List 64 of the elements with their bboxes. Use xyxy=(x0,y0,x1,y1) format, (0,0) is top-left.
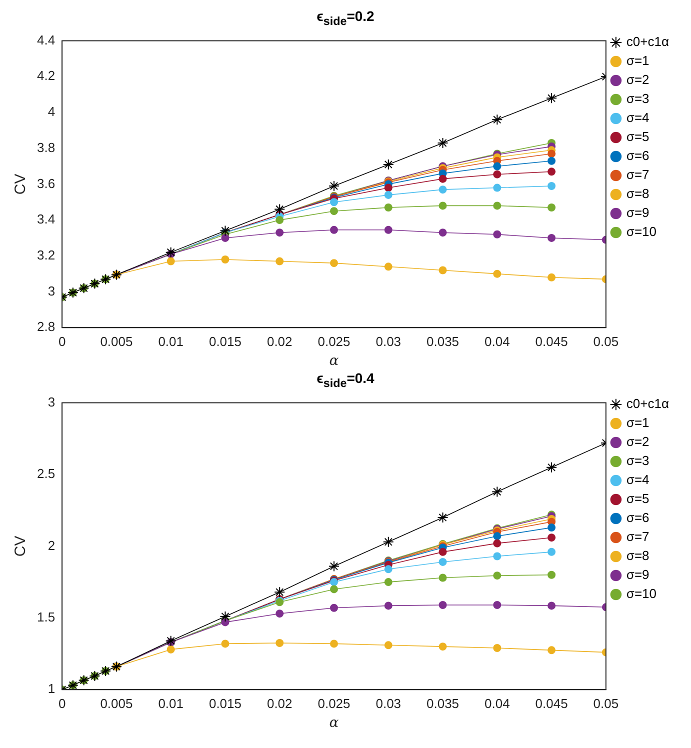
y-tick-label: 3.2 xyxy=(36,247,56,262)
legend-label: σ=3 xyxy=(626,91,650,106)
y-tick-label: 3.6 xyxy=(36,176,56,191)
y-tick-label: 4.2 xyxy=(36,68,56,84)
legend-label: c0+c1α xyxy=(626,396,670,412)
x-tick-label: 0.025 xyxy=(318,334,350,349)
legend-label: σ=2 xyxy=(626,72,650,88)
x-tick-label: 0.01 xyxy=(158,334,184,349)
legend-label: σ=8 xyxy=(626,186,650,202)
x-tick-label: 0.035 xyxy=(426,334,460,349)
legend-label: σ=5 xyxy=(626,491,650,506)
legend-label: σ=1 xyxy=(626,53,650,68)
y-axis-title: CV xyxy=(12,174,30,195)
legend-label: σ=9 xyxy=(626,567,650,582)
legend-label: σ=9 xyxy=(626,205,650,220)
legend-label: σ=8 xyxy=(626,548,650,564)
x-tick-label: 0.035 xyxy=(426,696,460,711)
y-tick-label: 4 xyxy=(48,104,56,120)
y-tick-label: 3.8 xyxy=(36,140,56,155)
x-tick-label: 0.045 xyxy=(535,696,568,711)
legend-label: σ=1 xyxy=(626,415,650,430)
x-tick-label: 0.025 xyxy=(318,696,350,711)
legend-label: σ=3 xyxy=(626,453,650,468)
y-tick-label: 3 xyxy=(48,283,56,298)
legend-label: σ=6 xyxy=(626,510,650,526)
x-tick-label: 0.05 xyxy=(593,334,619,349)
x-tick-label: 0.005 xyxy=(100,696,133,711)
x-tick-label: 0.05 xyxy=(593,696,619,711)
legend-label: c0+c1α xyxy=(626,34,670,50)
legend-label: σ=5 xyxy=(626,129,650,144)
x-tick-label: 0.015 xyxy=(208,334,242,349)
x-tick-label: 0.04 xyxy=(484,696,510,711)
legend-label: σ=10 xyxy=(626,586,657,602)
y-tick-label: 2.8 xyxy=(36,319,56,334)
legend-label: σ=10 xyxy=(626,224,657,240)
x-tick-label: 0.04 xyxy=(484,334,510,349)
y-tick-label: 1.5 xyxy=(36,609,56,624)
legend-label: σ=6 xyxy=(626,148,650,164)
y-tick-label: 1 xyxy=(48,681,56,696)
x-tick-label: 0.03 xyxy=(376,696,402,711)
x-tick-label: 0.03 xyxy=(376,334,402,349)
legend-label: σ=2 xyxy=(626,434,650,450)
chart-title: ϵ$_{side}$=0.2 xyxy=(316,8,376,30)
x-tick-label: 0.045 xyxy=(535,334,568,349)
x-tick-label: 0.005 xyxy=(100,334,133,349)
x-tick-label: 0.015 xyxy=(208,696,242,711)
x-tick-label: 0.01 xyxy=(158,696,184,711)
y-tick-label: 2.5 xyxy=(36,466,56,482)
y-tick-label: 4.4 xyxy=(36,32,56,48)
y-tick-label: 2 xyxy=(48,538,56,553)
x-axis-title: α xyxy=(329,715,340,732)
x-axis-title: α xyxy=(329,353,340,370)
legend-label: σ=4 xyxy=(626,110,650,126)
x-tick-label: 0 xyxy=(58,334,66,349)
y-tick-label: 3 xyxy=(48,394,56,410)
x-tick-label: 0.02 xyxy=(266,696,292,711)
y-axis-title: CV xyxy=(12,536,30,557)
x-tick-label: 0 xyxy=(58,696,66,711)
legend-label: σ=7 xyxy=(626,167,650,182)
chart-title: ϵ$_{side}$=0.4 xyxy=(316,370,376,392)
legend-label: σ=4 xyxy=(626,472,650,488)
y-tick-label: 3.4 xyxy=(36,212,56,227)
x-tick-label: 0.02 xyxy=(266,334,292,349)
legend-label: σ=7 xyxy=(626,529,650,544)
